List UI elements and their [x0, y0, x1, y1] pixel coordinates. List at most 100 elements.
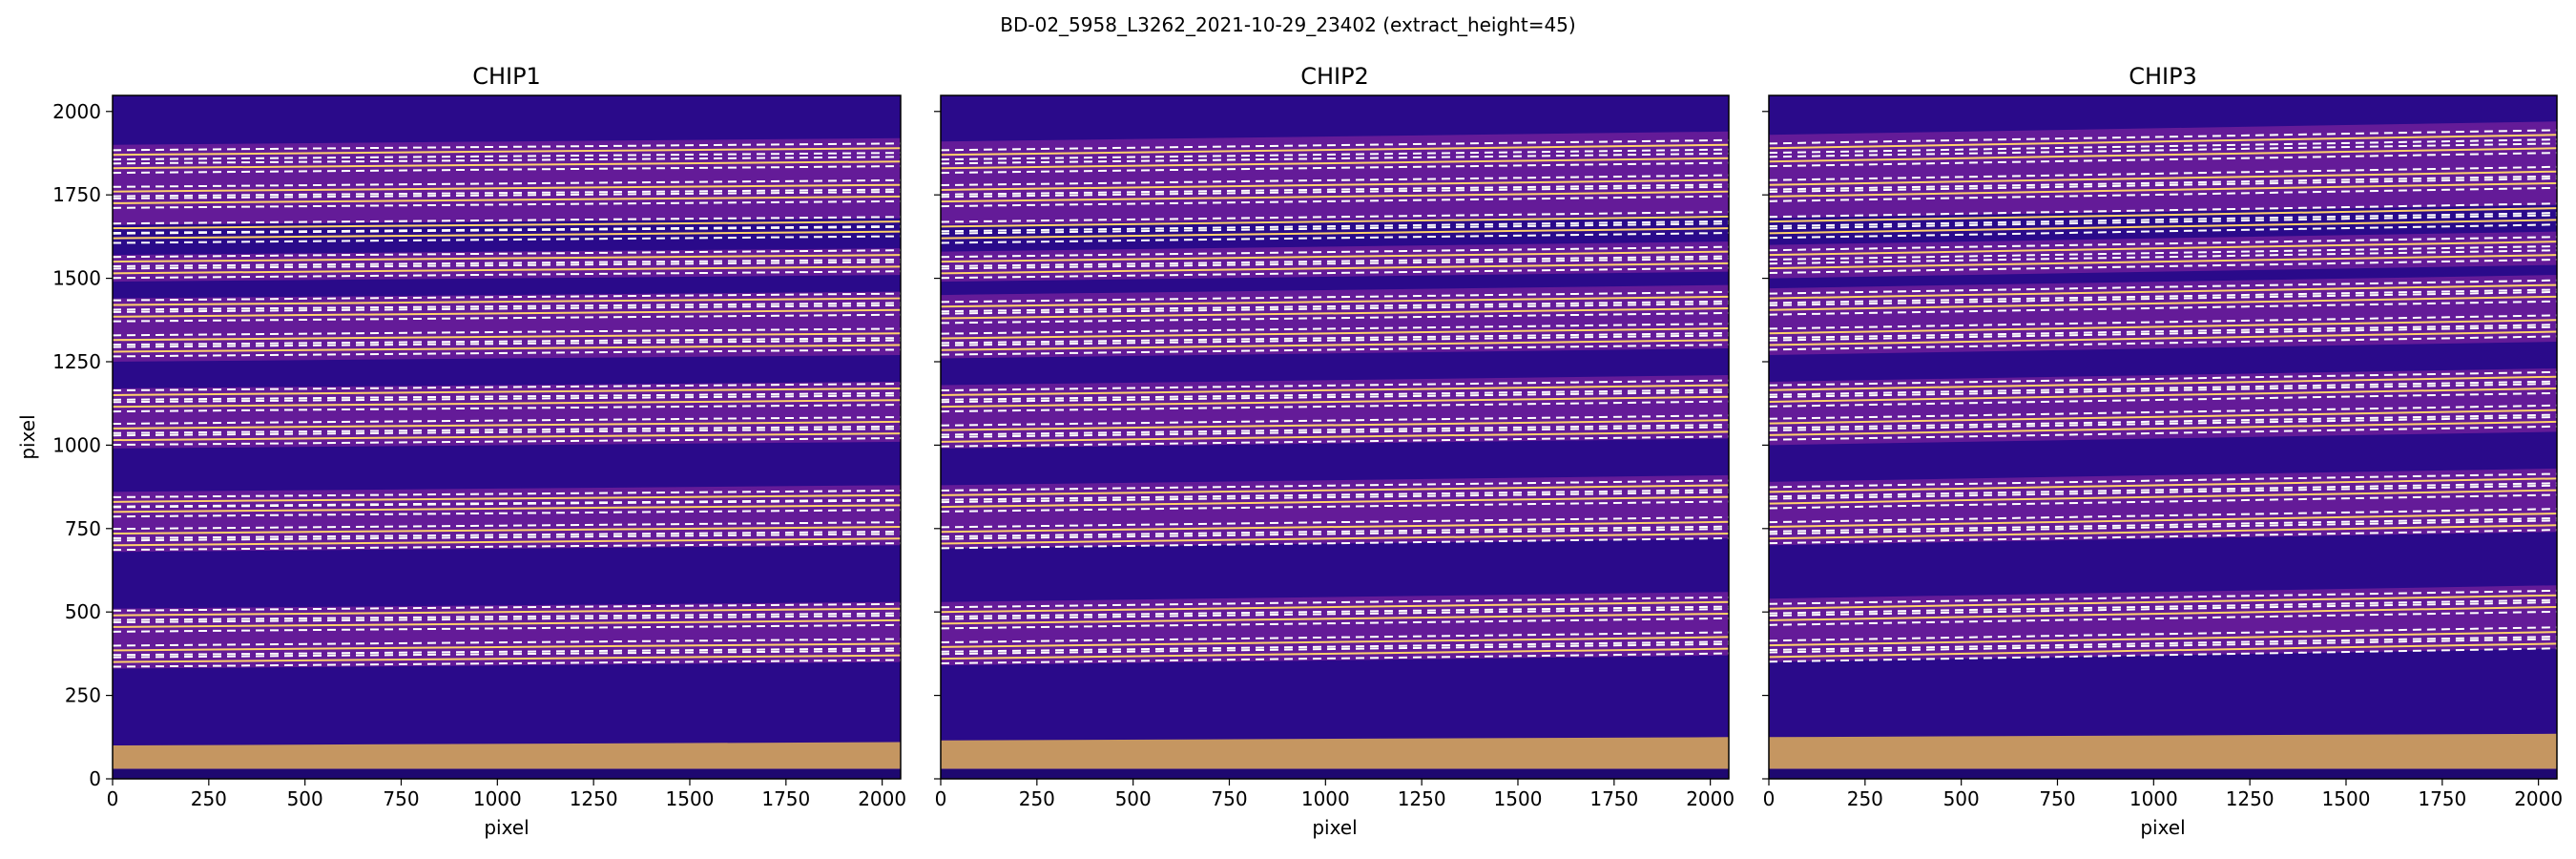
trace-center-line	[112, 387, 902, 396]
x-tick-label: 1500	[2322, 787, 2371, 810]
extraction-edge-line	[112, 612, 902, 621]
y-tick-label: 1000	[52, 433, 101, 456]
extraction-edge-line	[940, 303, 1730, 315]
trace-center-line	[112, 195, 902, 204]
x-tick-label: 500	[287, 787, 323, 810]
trace-center-line	[940, 533, 1730, 545]
chip-panels: CHIP1 0 250 500 750 1000 1250 1500 1750 2000 0 250 5…	[16, 63, 2563, 839]
extraction-edge-line	[940, 525, 1730, 538]
extraction-edge-line	[940, 390, 1730, 404]
extraction-edge-line	[1768, 335, 2558, 351]
trace-center-line	[1768, 594, 2558, 610]
axes-frame	[1768, 94, 2558, 780]
extraction-edge-line	[112, 649, 902, 659]
extraction-edge-line	[112, 659, 902, 668]
trace-center-line	[940, 495, 1730, 509]
trace-center-line	[112, 230, 902, 240]
y-tick-label: 500	[65, 600, 101, 623]
extraction-edge-line	[112, 327, 902, 337]
y-tick-label: 0	[89, 767, 101, 790]
x-tick-label: 2000	[1686, 787, 1735, 810]
extraction-edge-line	[940, 640, 1730, 653]
trace-center-line	[1768, 241, 2558, 257]
extraction-edge-line	[940, 220, 1730, 233]
trace-center-line	[940, 484, 1730, 496]
extraction-edge-line	[940, 489, 1730, 501]
extraction-edge-line	[1768, 380, 2558, 396]
trace-center-line	[940, 262, 1730, 275]
extraction-edge-line	[112, 437, 902, 447]
trace-center-line	[1768, 375, 2558, 391]
extraction-edge-line	[940, 232, 1730, 244]
extraction-edge-line	[940, 435, 1730, 448]
x-tick-label: 1750	[1589, 787, 1638, 810]
x-tick-label: 1000	[1301, 787, 1350, 810]
x-tick-label: 1500	[1494, 787, 1543, 810]
extraction-edge-line	[112, 249, 902, 259]
trace-center-line	[940, 395, 1730, 409]
bottom-dark-stripe	[1769, 769, 2557, 779]
extraction-edge-line	[112, 156, 902, 165]
extraction-edge-line	[112, 199, 902, 209]
bottom-dark-stripe	[113, 769, 901, 779]
extraction-edge-line	[1768, 223, 2558, 240]
extraction-edge-line	[112, 602, 902, 612]
trace-center-line	[112, 654, 902, 663]
x-tick-label: 500	[1943, 787, 1980, 810]
extraction-edge-line	[112, 615, 902, 624]
y-tick-label: 1500	[52, 267, 101, 290]
extraction-edge-line	[1768, 413, 2558, 430]
extraction-edge-line	[940, 195, 1730, 208]
trace-center-line	[1768, 642, 2558, 659]
extraction-edge-line	[940, 334, 1730, 346]
y-axis-label: pixel	[16, 414, 39, 459]
extraction-edge-line	[940, 605, 1730, 618]
extraction-edge-line	[940, 642, 1730, 656]
extraction-edge-line	[1768, 279, 2558, 295]
extraction-edge-line	[1768, 636, 2558, 652]
extraction-edge-line	[112, 638, 902, 647]
trace-center-line	[112, 526, 902, 535]
extraction-edge-line	[940, 631, 1730, 644]
extraction-edge-line	[940, 426, 1730, 438]
extraction-edge-line	[940, 183, 1730, 196]
extraction-edge-line	[940, 148, 1730, 161]
extraction-edge-line	[1768, 516, 2558, 533]
extraction-edge-line	[1768, 482, 2558, 498]
chip-panel: CHIP2 0 250 500 750 1000 1250 1500 1750 2000 pixel	[934, 63, 1735, 839]
extraction-edge-line	[940, 344, 1730, 356]
chip-panel: CHIP1 0 250 500 750 1000 1250 1500 1750 2000 0 250 5…	[16, 63, 906, 839]
extraction-edge-line	[112, 489, 902, 498]
extraction-edge-line	[1768, 186, 2558, 202]
x-tick-label: 250	[191, 787, 227, 810]
trace-center-line	[1768, 283, 2558, 300]
x-tick-label: 250	[1847, 787, 1883, 810]
extraction-edge-line	[1768, 589, 2558, 605]
x-tick-label: 2000	[2514, 787, 2563, 810]
trace-center-line	[1768, 254, 2558, 270]
extraction-edge-line	[1768, 212, 2558, 228]
trace-center-line	[1768, 330, 2558, 346]
extraction-edge-line	[1768, 290, 2558, 306]
x-tick-label: 250	[1019, 787, 1055, 810]
extraction-edge-line	[112, 304, 902, 313]
extraction-edge-line	[112, 499, 902, 509]
extraction-edge-line	[1768, 484, 2558, 500]
x-axis-label: pixel	[484, 816, 529, 839]
order-band	[113, 291, 901, 362]
x-tick-label: 0	[935, 787, 947, 810]
extraction-edge-line	[940, 138, 1730, 152]
extraction-edge-line	[1768, 245, 2558, 262]
x-tick-label: 750	[383, 787, 419, 810]
extraction-edge-line	[1768, 370, 2558, 387]
extraction-edge-line	[1768, 610, 2558, 626]
x-tick-label: 0	[107, 787, 119, 810]
extraction-edge-line	[112, 339, 902, 348]
y-tick-label: 750	[65, 517, 101, 540]
axes-frame	[112, 94, 902, 780]
x-tick-label: 1000	[473, 787, 522, 810]
trace-center-line	[1768, 631, 2558, 647]
trace-center-line	[1768, 207, 2558, 223]
trace-center-line	[1768, 489, 2558, 505]
order-band	[941, 131, 1729, 225]
